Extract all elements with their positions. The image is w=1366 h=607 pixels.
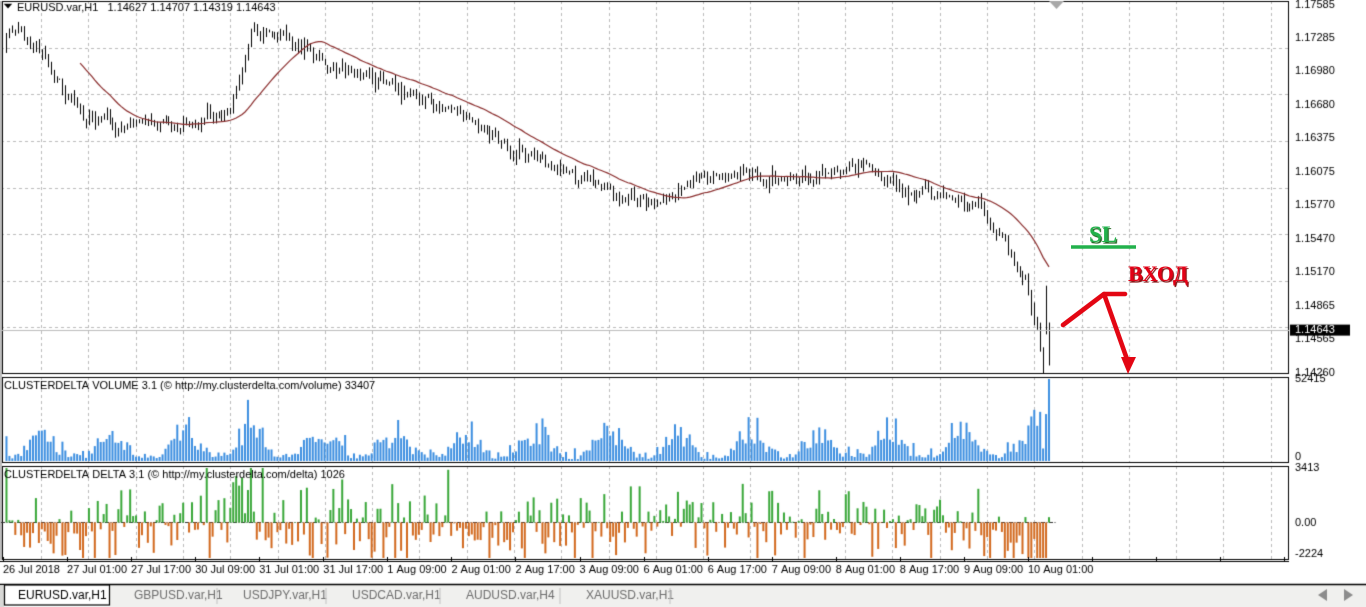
svg-text:ВХОД: ВХОД (1128, 261, 1188, 286)
svg-text:SL: SL (1089, 222, 1117, 247)
